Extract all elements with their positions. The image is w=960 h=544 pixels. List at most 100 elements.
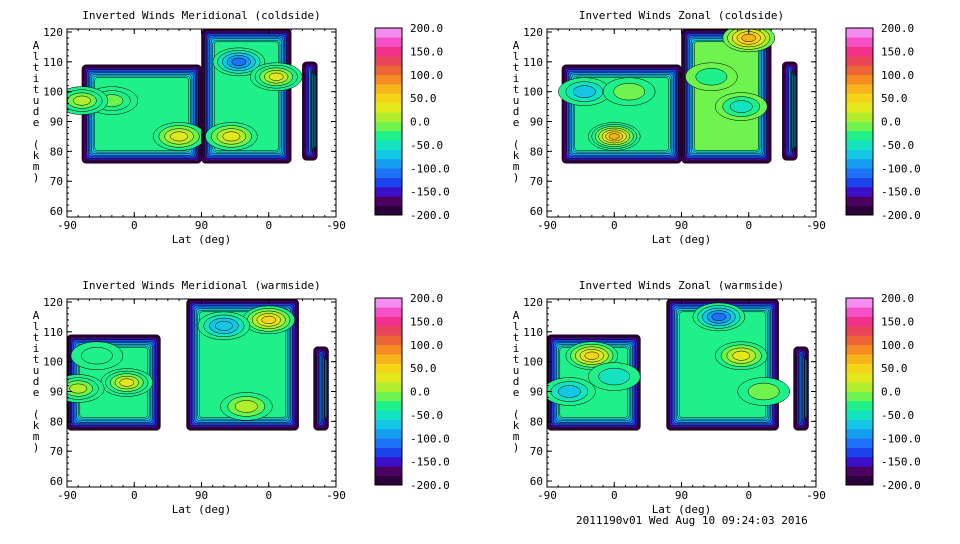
colorbar-tick-label: -150.0 [881,456,921,469]
colorbar-swatch [846,196,873,206]
colorbar-swatch [375,196,402,206]
contour-band [313,72,315,150]
colorbar-swatch [846,74,873,85]
colorbar-swatch [846,37,873,47]
x-tick-label: 0 [265,489,272,502]
colorbar-swatch [375,112,402,122]
colorbar: 200.0 150.0 100.0 50.0 0.0 -50.0 -100.0 -150.0 -… [374,22,450,222]
colorbar-tick-label: 50.0 [410,362,437,375]
y-tick-label: 60 [50,475,63,488]
y-tick-label: 70 [50,175,63,188]
colorbar-tick-label: -200.0 [881,209,921,222]
y-tick-label: 110 [523,326,543,339]
colorbar-swatch [375,158,402,169]
colorbar-swatch [846,205,873,216]
colorbar: 200.0 150.0 100.0 50.0 0.0 -50.0 -100.0 -150.0 -… [845,22,921,222]
x-tick-label: 0 [745,489,752,502]
x-axis-label: Lat (deg) [172,503,232,516]
contour-band [322,356,325,421]
colorbar-swatch [375,447,402,458]
colorbar-swatch [846,65,873,76]
colorbar-swatch [846,121,873,132]
contour-band [324,357,327,420]
colorbar-tick-label: -50.0 [881,139,914,152]
contour-blob [584,351,600,360]
y-tick-label: 120 [523,26,543,39]
colorbar-swatch [846,466,873,476]
colorbar-tick-label: 200.0 [410,22,443,35]
colorbar-tick-label: 100.0 [881,339,914,352]
colorbar-tick-label: 50.0 [881,362,908,375]
colorbar-swatch [846,419,873,430]
colorbar-swatch [375,205,402,216]
colorbar-swatch [375,74,402,85]
contour-blob [608,133,620,140]
contour-band [321,354,323,423]
contour-blob [732,350,751,361]
colorbar-swatch [375,354,402,364]
x-tick-label: -90 [326,219,346,232]
colorbar-tick-label: -50.0 [410,139,443,152]
contour-blob [729,100,753,113]
y-tick-label: 120 [43,26,63,39]
x-tick-label: -90 [806,219,826,232]
colorbar-tick-label: -150.0 [410,186,450,199]
y-tick-label: 80 [50,145,63,158]
colorbar-swatch [375,28,402,38]
chart-title: Inverted Winds Meridional (warmside) [82,279,320,292]
colorbar-swatch [375,326,402,336]
colorbar-swatch [846,112,873,122]
y-tick-label: 60 [530,475,543,488]
colorbar-swatch [375,46,402,57]
colorbar-tick-label: 50.0 [410,92,437,105]
contour-band [310,69,312,153]
contour-field [547,299,809,431]
contour-blob [711,312,727,321]
contour-blob [234,400,258,413]
colorbar: 200.0 150.0 100.0 50.0 0.0 -50.0 -100.0 -150.0 -… [845,292,921,492]
colorbar-frame [374,27,403,216]
y-tick-label: 100 [43,86,63,99]
colorbar-tick-label: -100.0 [881,162,921,175]
colorbar-tick-label: 50.0 [881,92,908,105]
colorbar-swatch [846,84,873,94]
footer-timestamp: 2011190v01 Wed Aug 10 09:24:03 2016 [576,514,808,527]
colorbar-swatch [375,363,402,374]
colorbar-tick-label: 0.0 [881,116,901,129]
colorbar-swatch [375,298,402,308]
colorbar-swatch [375,382,402,392]
y-tick-label: 60 [530,205,543,218]
contour-base [794,74,797,148]
contour-blob [572,85,596,98]
colorbar-swatch [846,326,873,336]
colorbar-swatch [375,400,402,411]
colorbar-swatch [846,354,873,364]
y-tick-label: 90 [50,116,63,129]
contour-blob [215,320,233,331]
y-tick-label: 120 [43,296,63,309]
y-tick-label: 100 [523,86,543,99]
x-tick-label: 0 [745,219,752,232]
colorbar-tick-label: 200.0 [881,292,914,305]
colorbar-swatch [846,186,873,197]
colorbar-tick-label: -150.0 [881,186,921,199]
colorbar-swatch [846,56,873,66]
colorbar-swatch [846,391,873,402]
y-tick-label: 100 [43,356,63,369]
panel-1: Inverted Winds Meridional (coldside) 60 70… [33,9,450,246]
x-tick-label: 0 [131,219,138,232]
colorbar-swatch [846,46,873,57]
y-tick-label: 70 [50,445,63,458]
y-tick-label: 80 [530,145,543,158]
chart-title: Inverted Winds Meridional (coldside) [82,9,320,22]
contour-field [67,29,318,164]
y-tick-label: 70 [530,175,543,188]
colorbar-tick-label: -100.0 [881,432,921,445]
colorbar-swatch [375,372,402,383]
contour-blob [73,95,91,106]
contour-blob [558,385,581,398]
y-tick-label: 110 [43,56,63,69]
colorbar-swatch [846,307,873,317]
